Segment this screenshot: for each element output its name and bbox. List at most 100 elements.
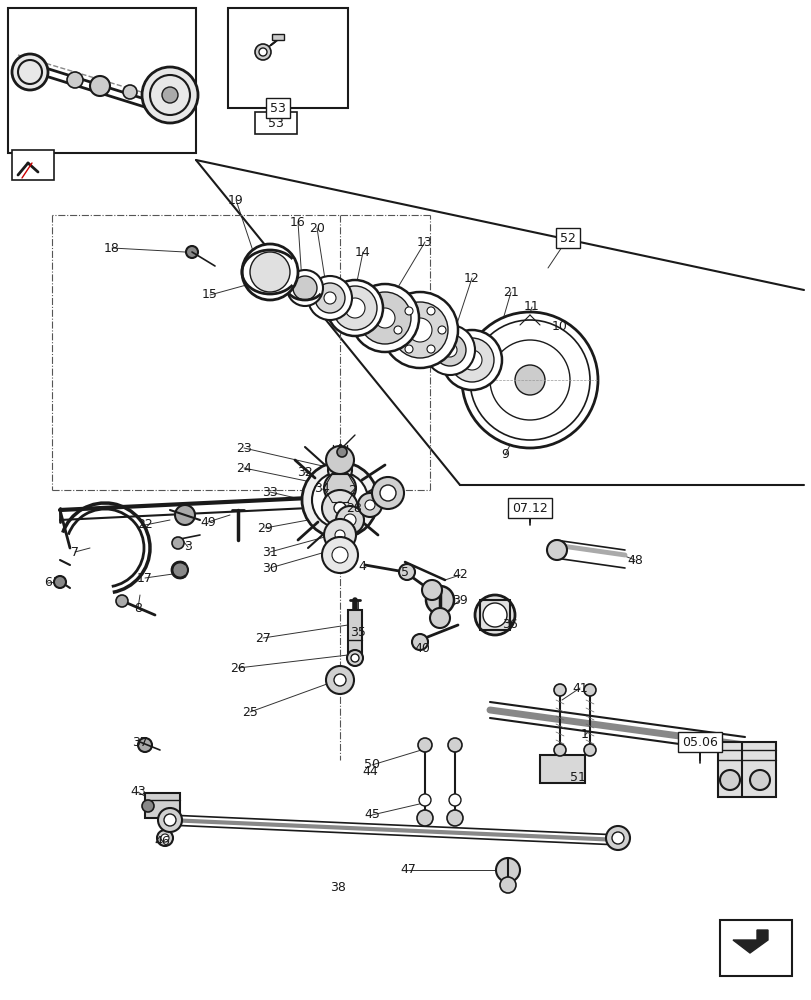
Circle shape bbox=[375, 308, 394, 328]
Circle shape bbox=[255, 44, 271, 60]
Circle shape bbox=[172, 537, 184, 549]
Circle shape bbox=[474, 595, 514, 635]
Circle shape bbox=[448, 738, 461, 752]
Text: 34: 34 bbox=[314, 482, 329, 494]
Text: 07.12: 07.12 bbox=[512, 502, 547, 514]
Text: 37: 37 bbox=[132, 736, 148, 748]
Circle shape bbox=[337, 447, 346, 457]
Text: 53: 53 bbox=[270, 102, 285, 115]
Text: 05.06: 05.06 bbox=[681, 736, 717, 748]
Text: 22: 22 bbox=[137, 518, 152, 532]
Text: 14: 14 bbox=[354, 245, 371, 258]
Circle shape bbox=[116, 595, 128, 607]
Text: 24: 24 bbox=[236, 462, 251, 475]
Text: 48: 48 bbox=[626, 554, 642, 566]
Text: 12: 12 bbox=[464, 271, 479, 284]
Circle shape bbox=[553, 684, 565, 696]
Circle shape bbox=[446, 810, 462, 826]
Circle shape bbox=[448, 794, 461, 806]
Circle shape bbox=[322, 490, 358, 526]
Circle shape bbox=[175, 505, 195, 525]
Text: 32: 32 bbox=[297, 466, 312, 479]
Circle shape bbox=[324, 485, 354, 515]
Circle shape bbox=[311, 472, 367, 528]
Circle shape bbox=[172, 562, 188, 578]
Text: 4: 4 bbox=[358, 560, 366, 574]
Circle shape bbox=[392, 302, 448, 358]
Circle shape bbox=[393, 326, 401, 334]
Circle shape bbox=[158, 808, 182, 832]
Text: 20: 20 bbox=[309, 222, 324, 234]
Circle shape bbox=[286, 270, 323, 306]
Circle shape bbox=[250, 252, 290, 292]
Text: 23: 23 bbox=[236, 442, 251, 454]
Circle shape bbox=[611, 832, 623, 844]
Circle shape bbox=[332, 547, 348, 563]
Circle shape bbox=[293, 276, 316, 300]
Text: 31: 31 bbox=[262, 546, 277, 558]
Text: 45: 45 bbox=[363, 808, 380, 821]
Circle shape bbox=[583, 684, 595, 696]
Text: 44: 44 bbox=[362, 765, 377, 778]
Circle shape bbox=[346, 650, 363, 666]
Circle shape bbox=[514, 365, 544, 395]
Circle shape bbox=[500, 877, 515, 893]
Circle shape bbox=[67, 72, 83, 88]
Circle shape bbox=[302, 462, 378, 538]
Circle shape bbox=[325, 446, 354, 474]
Text: 35: 35 bbox=[350, 626, 366, 639]
Circle shape bbox=[345, 298, 365, 318]
Text: 52: 52 bbox=[560, 232, 575, 244]
Circle shape bbox=[441, 330, 501, 390]
Text: 42: 42 bbox=[452, 568, 467, 582]
Bar bbox=[717, 742, 775, 797]
Text: 9: 9 bbox=[500, 448, 508, 462]
Bar bbox=[719, 920, 791, 976]
Text: 53: 53 bbox=[268, 117, 284, 130]
Circle shape bbox=[350, 284, 418, 352]
Circle shape bbox=[418, 738, 431, 752]
Bar bbox=[8, 8, 195, 153]
Text: 11: 11 bbox=[523, 300, 539, 314]
Circle shape bbox=[411, 634, 427, 650]
Circle shape bbox=[422, 580, 441, 600]
Circle shape bbox=[54, 576, 66, 588]
Circle shape bbox=[427, 307, 435, 315]
Circle shape bbox=[405, 345, 413, 353]
Circle shape bbox=[407, 318, 431, 342]
Bar bbox=[228, 8, 348, 108]
Circle shape bbox=[358, 493, 381, 517]
Circle shape bbox=[186, 246, 198, 258]
Circle shape bbox=[417, 810, 432, 826]
Text: 1: 1 bbox=[581, 728, 588, 742]
Text: 7: 7 bbox=[71, 546, 79, 558]
Circle shape bbox=[380, 485, 396, 501]
Text: 6: 6 bbox=[44, 576, 52, 589]
Circle shape bbox=[449, 338, 493, 382]
Circle shape bbox=[398, 564, 414, 580]
Text: 40: 40 bbox=[414, 642, 429, 654]
Text: 27: 27 bbox=[255, 632, 271, 645]
Text: 41: 41 bbox=[572, 682, 587, 694]
Text: 18: 18 bbox=[104, 241, 120, 254]
Text: 46: 46 bbox=[154, 835, 169, 848]
Text: 26: 26 bbox=[230, 662, 246, 674]
Circle shape bbox=[547, 540, 566, 560]
Text: 43: 43 bbox=[130, 785, 146, 798]
Circle shape bbox=[719, 770, 739, 790]
Circle shape bbox=[496, 858, 519, 882]
Text: 5: 5 bbox=[401, 566, 409, 578]
Text: 8: 8 bbox=[134, 601, 142, 614]
Text: 16: 16 bbox=[290, 216, 306, 229]
Text: 25: 25 bbox=[242, 706, 258, 718]
Text: 2: 2 bbox=[348, 484, 355, 496]
Circle shape bbox=[325, 666, 354, 694]
Circle shape bbox=[335, 530, 345, 540]
Circle shape bbox=[324, 292, 336, 304]
Circle shape bbox=[427, 345, 435, 353]
Circle shape bbox=[433, 334, 466, 366]
Circle shape bbox=[142, 800, 154, 812]
Circle shape bbox=[157, 830, 173, 846]
Text: 13: 13 bbox=[417, 235, 432, 248]
Text: 39: 39 bbox=[452, 593, 467, 606]
